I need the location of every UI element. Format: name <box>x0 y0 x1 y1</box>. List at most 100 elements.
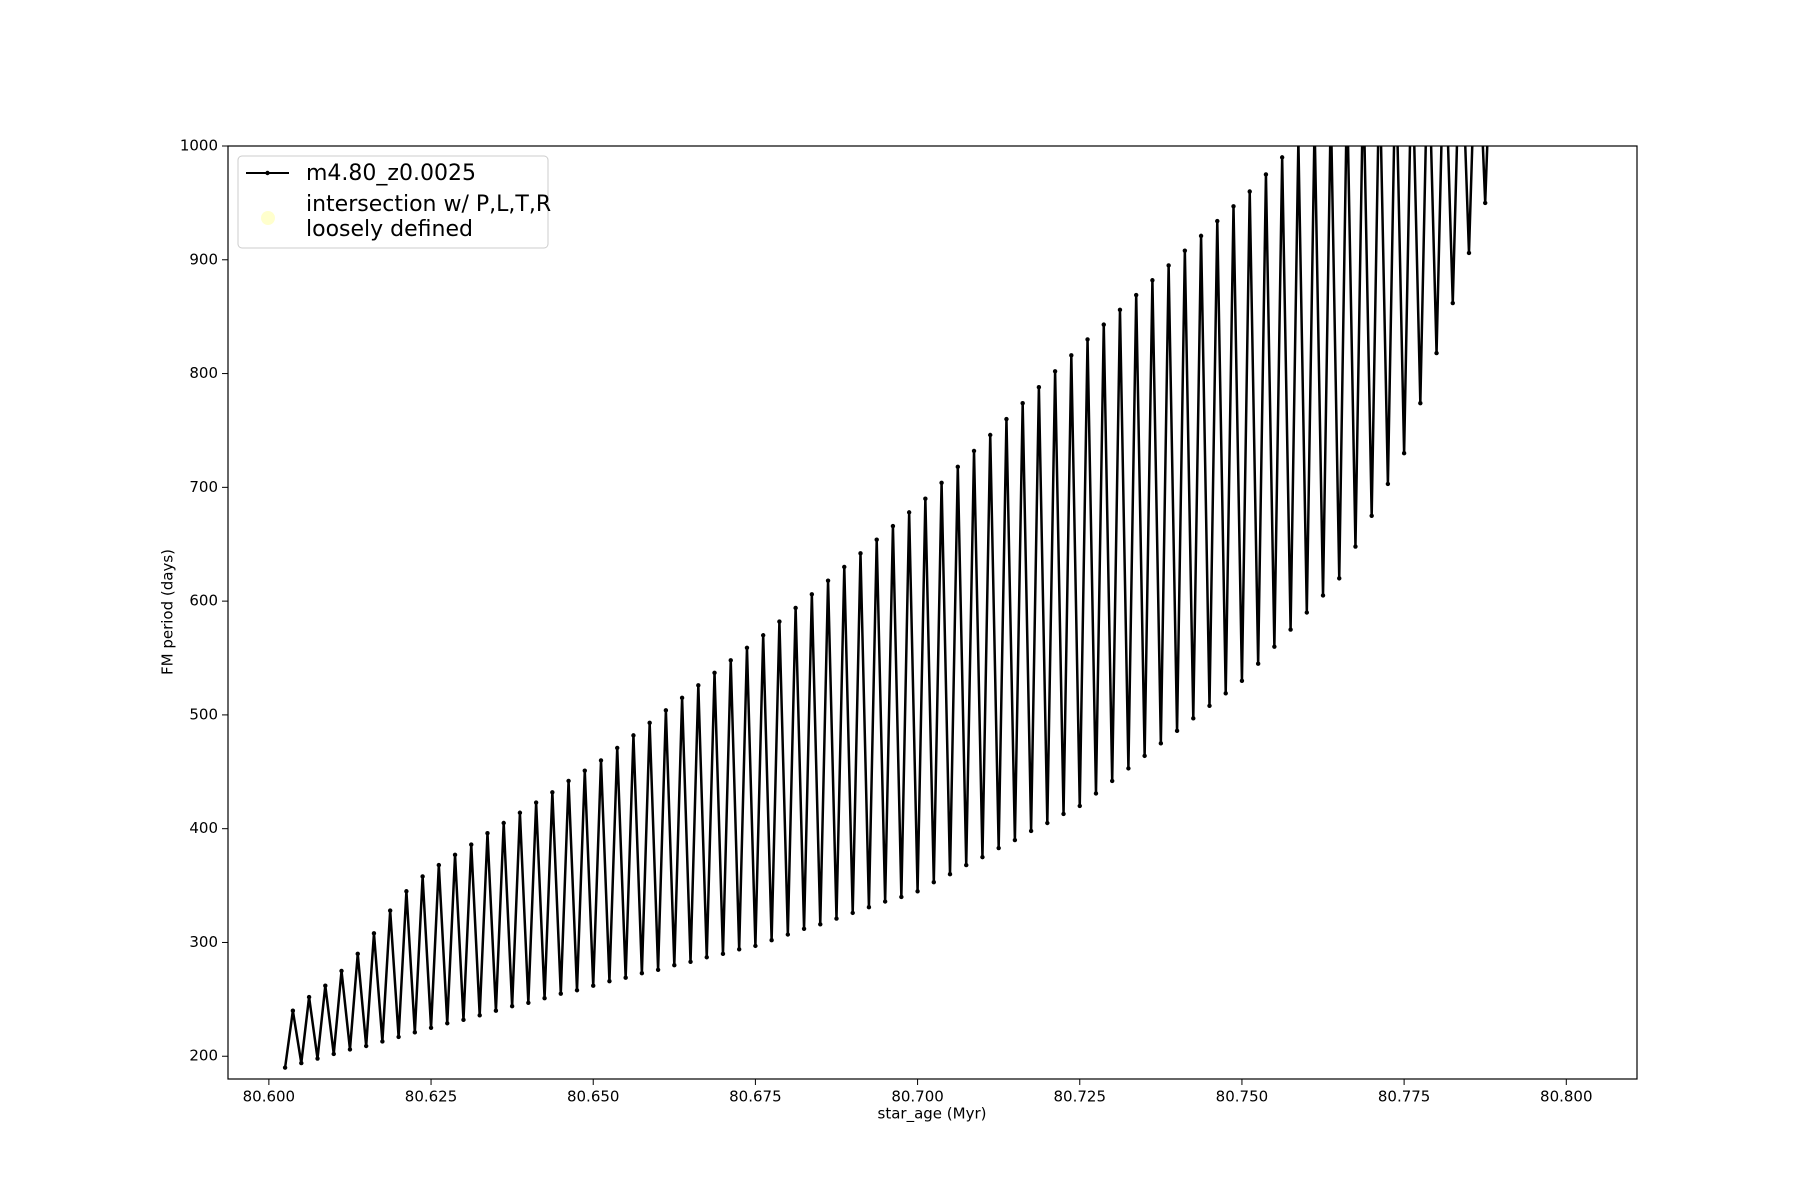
data-point <box>501 820 506 826</box>
data-point <box>1304 610 1310 615</box>
data-point <box>947 871 953 877</box>
data-point <box>955 464 960 470</box>
data-point <box>517 810 523 815</box>
y-tick-label: 900 <box>189 250 218 268</box>
data-point <box>736 947 742 952</box>
x-tick-label: 80.750 <box>1216 1088 1269 1106</box>
data-point <box>607 978 612 984</box>
data-point <box>526 1000 531 1005</box>
data-point <box>1207 703 1212 708</box>
data-point <box>801 926 807 932</box>
data-point <box>299 1060 304 1066</box>
data-point <box>971 448 977 454</box>
data-point <box>874 537 879 542</box>
data-point <box>964 862 969 868</box>
data-point <box>1077 803 1082 809</box>
data-point <box>728 658 733 663</box>
data-point <box>1109 778 1115 784</box>
data-point <box>331 1051 336 1057</box>
legend-marker <box>265 170 270 176</box>
data-point <box>1133 292 1139 298</box>
data-point <box>323 983 328 988</box>
data-point <box>1418 400 1423 406</box>
data-point <box>1052 369 1058 374</box>
data-point <box>866 904 872 910</box>
data-point <box>1069 353 1074 358</box>
data-point <box>1279 155 1285 160</box>
data-point <box>1483 200 1488 206</box>
data-point <box>1223 691 1228 696</box>
data-point <box>923 496 928 501</box>
data-point <box>1191 716 1196 721</box>
data-point <box>1231 204 1236 209</box>
x-tick-label: 80.775 <box>1378 1088 1431 1106</box>
data-point <box>1004 416 1009 422</box>
legend-label: m4.80_z0.0025 <box>306 161 476 186</box>
data-point <box>493 1008 499 1013</box>
legend: m4.80_z0.0025 intersection w/ P,L,T,R loos… <box>237 155 551 249</box>
data-point <box>688 959 693 965</box>
y-tick-label: 700 <box>189 478 218 496</box>
data-point <box>639 970 645 976</box>
data-point <box>1337 576 1342 581</box>
data-point <box>396 1034 401 1040</box>
data-point <box>623 975 628 980</box>
data-point <box>631 733 636 738</box>
data-point <box>582 768 587 773</box>
data-point <box>1093 791 1099 796</box>
data-point <box>1434 350 1439 356</box>
x-axis-label: star_age (Myr) <box>878 1105 987 1124</box>
data-point <box>1239 678 1245 683</box>
x-tick-label: 80.600 <box>243 1088 296 1106</box>
data-point <box>1045 820 1050 826</box>
data-point <box>566 778 571 784</box>
legend-label: intersection w/ P,L,T,R loosely defined <box>306 192 551 242</box>
data-point <box>485 831 490 836</box>
x-tick-label: 80.675 <box>729 1088 782 1106</box>
data-point <box>696 683 701 688</box>
data-point <box>404 889 409 894</box>
y-tick-label: 400 <box>189 819 218 837</box>
data-point <box>436 862 442 868</box>
data-point <box>890 523 896 529</box>
data-point <box>720 951 726 957</box>
data-point <box>882 899 888 904</box>
y-tick-label: 200 <box>189 1047 218 1065</box>
data-point <box>1466 250 1472 256</box>
data-point <box>1036 385 1042 390</box>
data-point <box>679 695 685 701</box>
data-point <box>363 1043 369 1049</box>
data-point <box>461 1017 466 1023</box>
data-point <box>1174 728 1180 734</box>
data-point <box>469 842 474 847</box>
data-point <box>339 968 344 974</box>
data-point <box>509 1003 515 1009</box>
data-line <box>283 146 1489 1068</box>
data-point <box>842 564 847 570</box>
data-point <box>858 551 863 556</box>
data-point <box>282 1065 288 1070</box>
data-point <box>445 1021 450 1026</box>
data-point <box>355 951 360 957</box>
data-point <box>1272 644 1277 649</box>
y-axis-label: FM period (days) <box>159 549 177 675</box>
data-point <box>306 994 312 1000</box>
x-tick-label: 80.650 <box>567 1088 620 1106</box>
data-point <box>850 910 855 916</box>
data-point <box>1385 481 1391 487</box>
data-point <box>1288 627 1293 632</box>
y-tick-label: 300 <box>189 933 218 951</box>
data-point <box>598 758 604 763</box>
data-point <box>371 931 377 936</box>
data-point <box>1126 766 1131 771</box>
data-point <box>980 854 985 860</box>
data-point <box>1166 263 1171 268</box>
data-point <box>760 633 766 638</box>
data-point <box>1353 544 1358 549</box>
data-point <box>1150 278 1155 283</box>
data-point <box>825 578 831 583</box>
y-tick-label: 1000 <box>180 137 218 155</box>
data-point <box>615 745 620 751</box>
data-point <box>1101 322 1106 327</box>
data-point <box>931 879 936 885</box>
